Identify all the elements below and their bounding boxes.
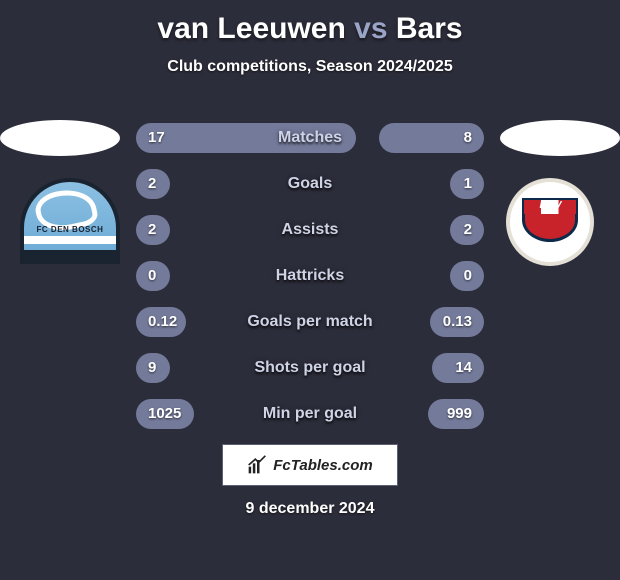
stat-value-left: 0 bbox=[148, 261, 156, 291]
stat-row: 914Shots per goal bbox=[136, 353, 484, 383]
stat-rows: 178Matches21Goals22Assists00Hattricks0.1… bbox=[136, 123, 484, 445]
right-crest-text: PSV bbox=[527, 200, 575, 211]
stat-value-right: 8 bbox=[464, 123, 472, 153]
stat-value-left: 9 bbox=[148, 353, 156, 383]
player1-name: van Leeuwen bbox=[157, 12, 345, 45]
chart-icon bbox=[247, 455, 267, 475]
player2-name: Bars bbox=[396, 12, 463, 45]
brand-prefix: Fc bbox=[273, 457, 291, 474]
stat-value-left: 2 bbox=[148, 169, 156, 199]
brand-suffix: Tables.com bbox=[291, 457, 373, 474]
right-crest-badge: PSV bbox=[506, 178, 594, 266]
stat-value-left: 1025 bbox=[148, 399, 181, 429]
stat-label: Assists bbox=[136, 215, 484, 245]
stat-bar-left bbox=[136, 123, 356, 153]
stat-label: Hattricks bbox=[136, 261, 484, 291]
right-club-crest: PSV bbox=[500, 178, 600, 264]
stat-label: Goals bbox=[136, 169, 484, 199]
title: van Leeuwen vs Bars bbox=[0, 0, 620, 46]
brand-text: FcTables.com bbox=[273, 457, 373, 474]
stat-value-right: 14 bbox=[455, 353, 472, 383]
left-oval bbox=[0, 120, 120, 156]
right-oval bbox=[500, 120, 620, 156]
stat-value-right: 2 bbox=[464, 215, 472, 245]
stat-row: 1025999Min per goal bbox=[136, 399, 484, 429]
subtitle: Club competitions, Season 2024/2025 bbox=[0, 58, 620, 76]
stat-row: 2 1Goals bbox=[136, 169, 484, 199]
stat-value-left: 2 bbox=[148, 215, 156, 245]
stat-value-left: 17 bbox=[148, 123, 165, 153]
stat-value-right: 1 bbox=[464, 169, 472, 199]
vs-label: vs bbox=[354, 12, 387, 45]
stat-value-right: 999 bbox=[447, 399, 472, 429]
stat-value-right: 0.13 bbox=[443, 307, 472, 337]
stat-row: 2 2Assists bbox=[136, 215, 484, 245]
left-club-crest: FC DEN BOSCH bbox=[20, 178, 120, 264]
stat-value-right: 0 bbox=[464, 261, 472, 291]
footer-brand-badge: FcTables.com bbox=[222, 444, 398, 486]
comparison-infographic: { "title": { "player1": "van Leeuwen", "… bbox=[0, 0, 620, 580]
left-crest-text: FC DEN BOSCH bbox=[24, 225, 116, 234]
stat-row: 0.120.13Goals per match bbox=[136, 307, 484, 337]
left-crest-badge: FC DEN BOSCH bbox=[20, 178, 120, 264]
stat-row: 0 0Hattricks bbox=[136, 261, 484, 291]
date-label: 9 december 2024 bbox=[0, 500, 620, 518]
stat-value-left: 0.12 bbox=[148, 307, 177, 337]
stat-row: 178Matches bbox=[136, 123, 484, 153]
